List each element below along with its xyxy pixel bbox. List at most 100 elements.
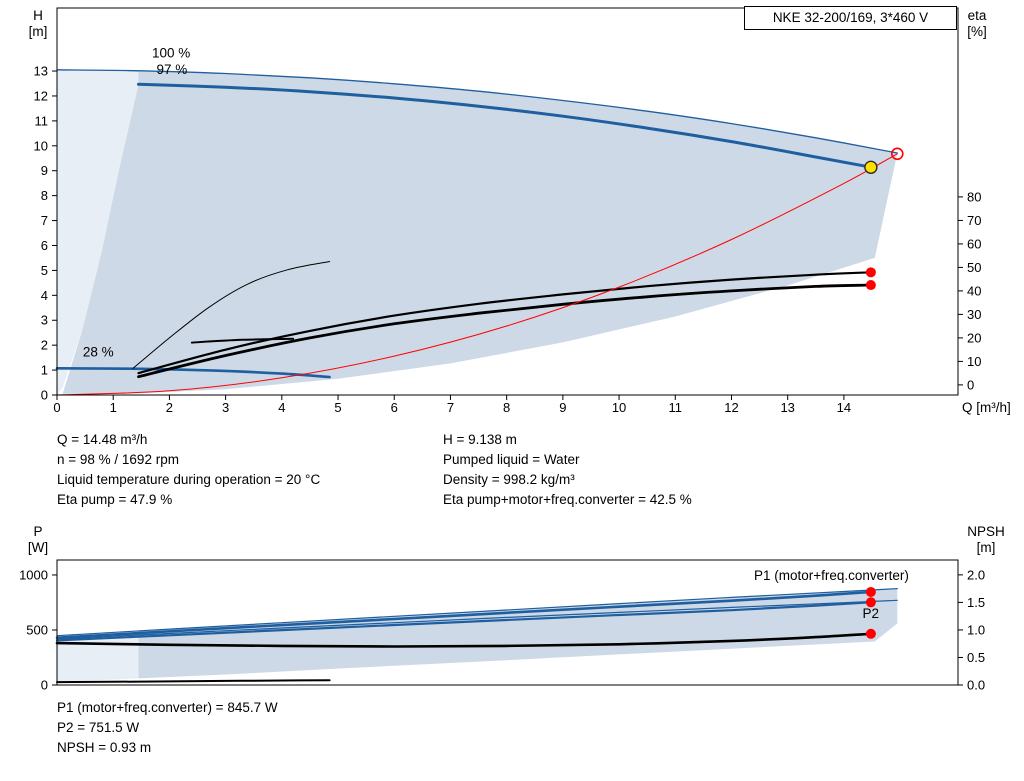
y-left-tick-label: 3	[41, 313, 48, 328]
y-left-tick-label: 13	[34, 64, 48, 79]
x-tick-label: 1	[110, 400, 117, 415]
info-line-density: Density = 998.2 kg/m³	[443, 472, 575, 487]
y-left-tick-label: 1	[41, 363, 48, 378]
y-left-axis-label: [m]	[29, 24, 48, 39]
pump-model-title: NKE 32-200/169, 3*460 V	[744, 6, 957, 30]
y-left-tick-label: 2	[41, 338, 48, 353]
qh-chart: 0 1 2 3 4 5 6 7 8 9 10 11 12 13 1401234567891011121301…	[29, 7, 1011, 415]
duty-info-right: H = 9.138 m Pumped liquid = Water Densit…	[443, 430, 692, 510]
y-left-tick-label: 7	[41, 213, 48, 228]
y-left-tick-label: 9	[41, 163, 48, 178]
p-min-speed-curve	[56, 679, 331, 684]
max-speed-duty-marker	[890, 147, 904, 161]
y-right-tick-label: 10	[967, 354, 981, 369]
y-right-axis-label: [%]	[967, 24, 987, 39]
p1-marker	[865, 586, 876, 597]
info-line-flow: Q = 14.48 m³/h	[57, 432, 148, 447]
y-left-tick-label: 5	[41, 263, 48, 278]
y-right-axis-label: eta	[968, 8, 987, 23]
operating-envelope	[62, 71, 898, 394]
y-right-tick-label: 1.5	[967, 595, 985, 610]
x-tick-label: 2	[166, 400, 173, 415]
eta-pump-total-curve	[137, 283, 873, 379]
result-line-p2: P2 = 751.5 W	[57, 720, 140, 735]
p2-curve	[55, 601, 872, 642]
curve-label: 100 %	[152, 45, 190, 60]
y-right-tick-label: 60	[967, 236, 981, 251]
x-tick-label: 8	[503, 400, 510, 415]
y-right-tick-label: 70	[967, 213, 981, 228]
y-right-axis-label: NPSH	[967, 524, 1005, 539]
duty-info-left: Q = 14.48 m³/h n = 98 % / 1692 rpm Liqui…	[57, 430, 320, 510]
curve-label: 97 %	[156, 62, 187, 77]
p2-marker	[865, 597, 876, 608]
y-right-tick-label: 0.5	[967, 650, 985, 665]
x-tick-label: 7	[447, 400, 454, 415]
eta-reduced-speed-curve	[132, 261, 331, 369]
operating-envelope-light	[57, 69, 139, 396]
plot-frame	[56, 559, 959, 686]
head-curve-28pct	[55, 367, 331, 379]
head-curve-100pct	[56, 69, 898, 154]
x-tick-label: 14	[837, 400, 851, 415]
power-envelope	[138, 588, 898, 679]
y-left-axis-label: H	[33, 8, 43, 23]
info-line-speed: n = 98 % / 1692 rpm	[57, 452, 179, 467]
y-left-tick-label: 10	[34, 138, 48, 153]
p2-max-curve	[56, 599, 898, 640]
y-right-tick-label: 1.0	[967, 622, 985, 637]
y-right-tick-label: 40	[967, 283, 981, 298]
curve-label: 28 %	[83, 344, 114, 359]
npsh-curve	[55, 632, 873, 648]
curve-label: P1 (motor+freq.converter)	[754, 568, 909, 583]
eta-pump-curve	[137, 271, 872, 375]
info-line-temperature: Liquid temperature during operation = 20…	[57, 472, 321, 487]
eta-min-speed-curve	[190, 337, 295, 344]
x-tick-label: 13	[780, 400, 794, 415]
x-tick-label: 5	[334, 400, 341, 415]
y-left-tick-label: 0	[41, 678, 48, 693]
y-left-tick-label: 500	[26, 622, 48, 637]
duty-point-marker	[864, 160, 878, 174]
info-line-eta-total: Eta pump+motor+freq.converter = 42.5 %	[443, 492, 692, 507]
y-right-axis-label: [m]	[977, 540, 996, 555]
y-left-tick-label: 4	[41, 288, 48, 303]
results-block: P1 (motor+freq.converter) = 845.7 W P2 =…	[57, 698, 278, 758]
x-tick-label: 0	[53, 400, 60, 415]
y-left-tick-label: 11	[35, 113, 49, 128]
x-tick-label: 6	[391, 400, 398, 415]
x-tick-label: 10	[612, 400, 626, 415]
result-line-npsh: NPSH = 0.93 m	[57, 740, 152, 755]
y-right-tick-label: 80	[967, 189, 981, 204]
curve-label: P2	[862, 606, 879, 621]
y-right-tick-label: 30	[967, 307, 981, 322]
y-left-tick-label: 12	[34, 88, 48, 103]
x-tick-label: 9	[559, 400, 566, 415]
info-line-eta-pump: Eta pump = 47.9 %	[57, 492, 173, 507]
speed-reference-curve	[56, 153, 898, 396]
npsh-marker	[865, 628, 876, 639]
power-npsh-chart: 0 500 1000 0.0 0.5 1.0 1.5 2.0 P[W] NPSH[m] P1 (mo…	[19, 524, 1005, 693]
y-right-tick-label: 0	[967, 377, 974, 392]
y-right-tick-label: 20	[967, 330, 981, 345]
y-left-tick-label: 8	[41, 188, 48, 203]
plot-frame	[56, 7, 959, 396]
eta-total-marker	[865, 280, 876, 291]
head-curve-duty-98pct	[137, 82, 873, 169]
y-right-tick-label: 2.0	[967, 567, 985, 582]
y-left-tick-label: 6	[41, 238, 48, 253]
x-tick-label: 11	[669, 400, 683, 415]
x-tick-label: 4	[278, 400, 285, 415]
result-line-p1: P1 (motor+freq.converter) = 845.7 W	[57, 700, 278, 715]
y-left-axis-label: [W]	[28, 540, 48, 555]
info-line-liquid: Pumped liquid = Water	[443, 452, 580, 467]
y-right-tick-label: 50	[967, 260, 981, 275]
y-right-tick-label: 0.0	[967, 678, 985, 693]
p1-curve	[55, 590, 873, 639]
p1-max-curve	[56, 588, 898, 637]
x-axis-label: Q [m³/h]	[962, 400, 1011, 415]
y-left-axis-label: P	[33, 524, 42, 539]
y-left-tick-label: 1000	[19, 567, 48, 582]
x-tick-label: 12	[724, 400, 738, 415]
